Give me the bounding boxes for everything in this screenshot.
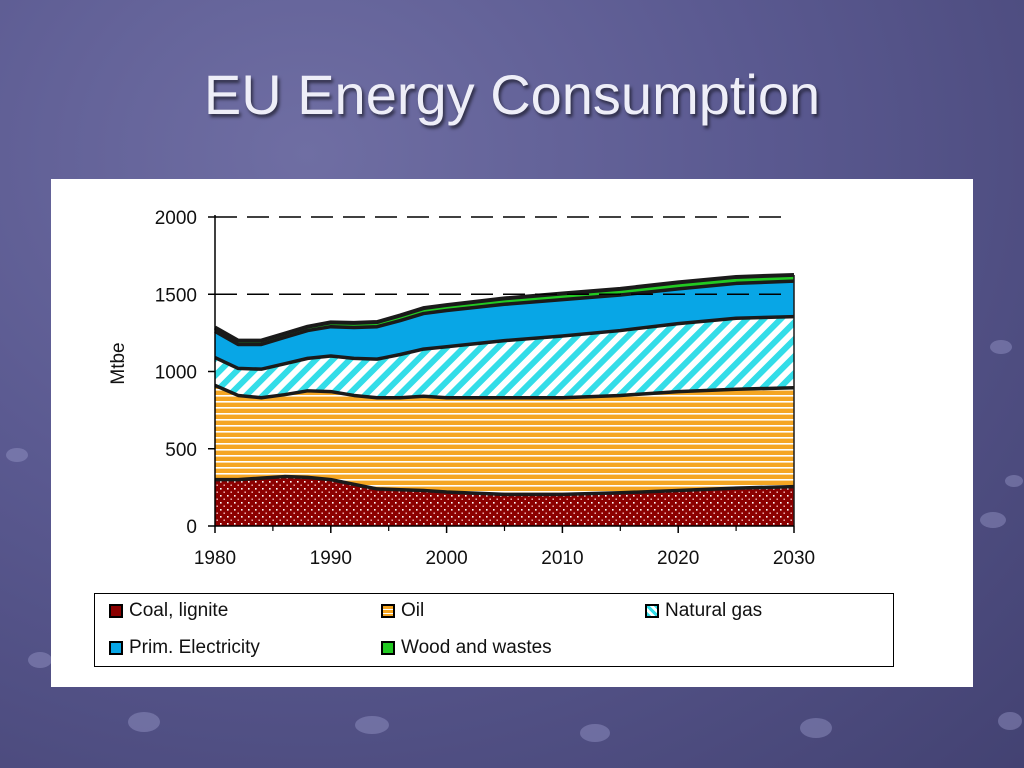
x-tick-label: 2000 xyxy=(425,548,467,569)
area-electricity xyxy=(215,281,794,370)
legend-item-electricity: Prim. Electricity xyxy=(109,637,260,659)
y-tick-label: 1500 xyxy=(155,285,197,306)
legend-label-gas: Natural gas xyxy=(665,600,763,621)
chart-panel: 0 500 1000 1500 2000 1980 1990 2000 2010 2020 2030… xyxy=(51,179,973,687)
y-tick-label: 500 xyxy=(165,440,197,461)
boundary-line-gas xyxy=(214,314,795,371)
boundary-line-oil xyxy=(214,383,795,400)
area-gas xyxy=(215,316,794,398)
legend-label-oil: Oil xyxy=(401,600,425,621)
background-bubble xyxy=(998,712,1022,730)
background-bubble xyxy=(6,448,28,462)
slide-title: EU Energy Consumption xyxy=(203,63,821,126)
background-bubble xyxy=(355,716,389,734)
x-tick-label: 2020 xyxy=(657,548,699,569)
background-bubble xyxy=(990,340,1012,354)
background-bubble xyxy=(128,712,160,732)
legend-swatch-electricity xyxy=(109,641,123,655)
area-coal xyxy=(215,476,794,526)
legend-swatch-coal xyxy=(109,604,123,618)
y-axis-label: Mtbe xyxy=(108,342,129,384)
y-tick-label: 0 xyxy=(186,517,197,538)
stacked-area-chart: 0 500 1000 1500 2000 1980 1990 2000 2010 2020 2030… xyxy=(108,208,815,569)
boundary-line-coal xyxy=(215,474,795,497)
x-tick-label: 2030 xyxy=(773,548,815,569)
legend-item-coal: Coal, lignite xyxy=(109,600,228,622)
legend-label-coal: Coal, lignite xyxy=(129,600,229,621)
legend-label-electricity: Prim. Electricity xyxy=(129,637,260,658)
background-bubble xyxy=(580,724,610,742)
legend-item-oil: Oil xyxy=(381,600,424,622)
x-tick-label: 1990 xyxy=(310,548,352,569)
legend-label-wood: Wood and wastes xyxy=(401,637,552,658)
background-bubble xyxy=(1005,475,1023,487)
boundary-line-electricity xyxy=(214,279,795,347)
area-oil xyxy=(215,385,794,495)
legend-item-gas: Natural gas xyxy=(645,600,762,622)
y-tick-label: 1000 xyxy=(155,363,197,384)
legend-swatch-wood xyxy=(381,641,395,655)
legend-swatch-oil xyxy=(381,604,395,618)
legend-swatch-gas xyxy=(645,604,659,618)
background-bubble xyxy=(980,512,1006,528)
background-bubble xyxy=(28,652,52,668)
legend-item-wood: Wood and wastes xyxy=(381,637,552,659)
boundary-line-wood xyxy=(214,272,795,343)
chart-legend: Coal, lignite Oil Natural gas Prim. Elec… xyxy=(94,593,894,667)
y-tick-label: 2000 xyxy=(155,208,197,229)
x-tick-label: 2010 xyxy=(541,548,583,569)
background-bubble xyxy=(800,718,832,738)
x-tick-label: 1980 xyxy=(194,548,236,569)
